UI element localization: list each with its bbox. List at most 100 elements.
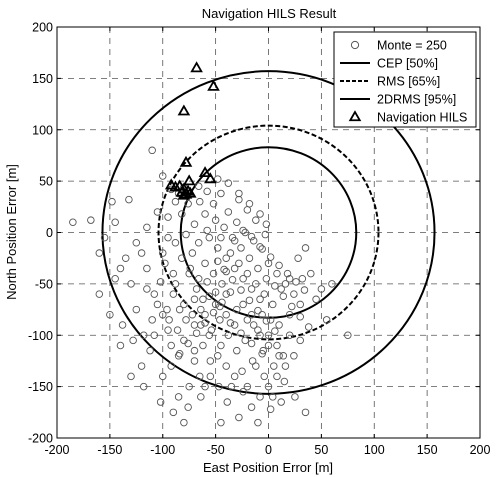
monte-carlo-point [188, 249, 197, 257]
monte-carlo-point [230, 321, 239, 329]
monte-carlo-point [165, 316, 173, 324]
monte-carlo-point [245, 254, 254, 262]
x-tick-label: -200 [44, 443, 69, 457]
monte-carlo-point [137, 249, 146, 257]
hils-point [177, 104, 191, 116]
monte-carlo-point [224, 331, 233, 340]
x-tick-label: 150 [417, 443, 438, 457]
monte-carlo-point [188, 310, 197, 319]
monte-carlo-point [262, 317, 271, 325]
monte-carlo-point [205, 331, 214, 340]
monte-carlo-point [178, 210, 186, 218]
monte-carlo-point [143, 264, 151, 273]
monte-carlo-point [271, 282, 279, 290]
monte-carlo-point [171, 239, 180, 247]
monte-carlo-point [111, 218, 119, 226]
monte-carlo-point [215, 382, 223, 391]
monte-carlo-point [196, 197, 204, 206]
legend-entry: Monte = 250 [377, 39, 447, 53]
monte-carlo-point [194, 239, 203, 247]
monte-carlo-point [111, 274, 119, 283]
monte-carlo-point [158, 172, 167, 180]
monte-carlo-point [201, 382, 209, 391]
monte-carlo-point [185, 382, 193, 391]
monte-carlo-point [100, 233, 109, 242]
hils-point [183, 186, 197, 198]
legend-marker-circle [350, 40, 360, 50]
hils-point [179, 155, 193, 167]
monte-carlo-point [258, 310, 266, 319]
monte-carlo-point [175, 349, 184, 358]
monte-carlo-point [328, 280, 336, 288]
monte-carlo-point [174, 393, 183, 401]
monte-carlo-point [239, 226, 247, 235]
x-tick-label: 100 [364, 443, 385, 457]
x-tick-label: 200 [470, 443, 491, 457]
monte-carlo-point [322, 316, 331, 324]
monte-carlo-point [169, 408, 178, 417]
monte-carlo-point [87, 216, 95, 224]
monte-carlo-point [344, 331, 352, 340]
monte-carlo-point [205, 292, 214, 300]
monte-carlo-point [243, 316, 252, 324]
monte-carlo-point [258, 245, 266, 253]
monte-carlo-point [252, 280, 260, 288]
monte-carlo-point [148, 316, 156, 324]
monte-carlo-point [95, 249, 104, 257]
monte-carlo-point [300, 286, 309, 294]
monte-carlo-point [218, 298, 226, 307]
monte-carlo-point [273, 372, 281, 381]
monte-carlo-point [264, 331, 273, 340]
monte-carlo-point [108, 197, 116, 206]
circle-rms [157, 124, 380, 341]
monte-carlo-point [148, 146, 156, 155]
y-tick-label: 150 [32, 72, 53, 86]
monte-carlo-point [169, 269, 178, 278]
monte-carlo-point [256, 331, 264, 340]
monte-carlo-point [190, 346, 199, 355]
monte-carlo-point [266, 316, 275, 324]
monte-carlo-point [266, 405, 275, 413]
monte-carlo-point [261, 230, 270, 239]
monte-carlo-point [146, 346, 154, 355]
monte-carlo-point [129, 336, 137, 345]
y-axis-ticks: -200 -150 -100 -50 0 50 100 150 200 [28, 21, 480, 446]
monte-carlo-point [180, 418, 188, 427]
monte-carlo-point [171, 280, 180, 288]
monte-carlo-point [260, 290, 269, 298]
monte-carlo-point [203, 187, 211, 196]
monte-carlo-point [203, 278, 211, 286]
hils-point [190, 61, 203, 73]
monte-carlo-point [184, 199, 192, 208]
monte-carlo-point [258, 349, 266, 358]
monte-carlo-point [222, 267, 230, 276]
y-tick-label: -100 [28, 329, 53, 343]
monte-carlo-point [256, 210, 264, 218]
legend-entry: RMS [65%] [377, 75, 440, 89]
monte-carlo-point [273, 341, 281, 350]
x-axis-ticks: -200 -150 -100 -50 0 50 100 150 200 [44, 27, 490, 457]
monte-carlo-point [247, 285, 256, 293]
monte-carlo-point [116, 264, 125, 273]
monte-carlo-point [167, 341, 175, 350]
monte-carlo-point [233, 305, 241, 314]
monte-carlo-point [213, 257, 222, 266]
x-tick-label: 0 [265, 443, 272, 457]
monte-carlo-point [243, 382, 252, 391]
hils-point [179, 187, 193, 199]
monte-carlo-point [317, 285, 326, 293]
monte-carlo-point [164, 233, 172, 242]
monte-carlo-point [173, 326, 182, 334]
legend-entry: Navigation HILS [377, 111, 467, 125]
monte-carlo-point [143, 223, 151, 232]
monte-carlo-point [247, 232, 256, 241]
monte-carlo-point [217, 233, 225, 242]
monte-carlo-point [312, 295, 320, 304]
monte-carlo-point [207, 326, 216, 334]
monte-carlo-point [259, 346, 267, 355]
monte-carlo-point [164, 213, 172, 221]
monte-carlo-point [285, 310, 294, 319]
monte-carlo-point [298, 274, 307, 283]
monte-carlo-point [281, 280, 290, 288]
monte-carlo-point [239, 300, 247, 309]
